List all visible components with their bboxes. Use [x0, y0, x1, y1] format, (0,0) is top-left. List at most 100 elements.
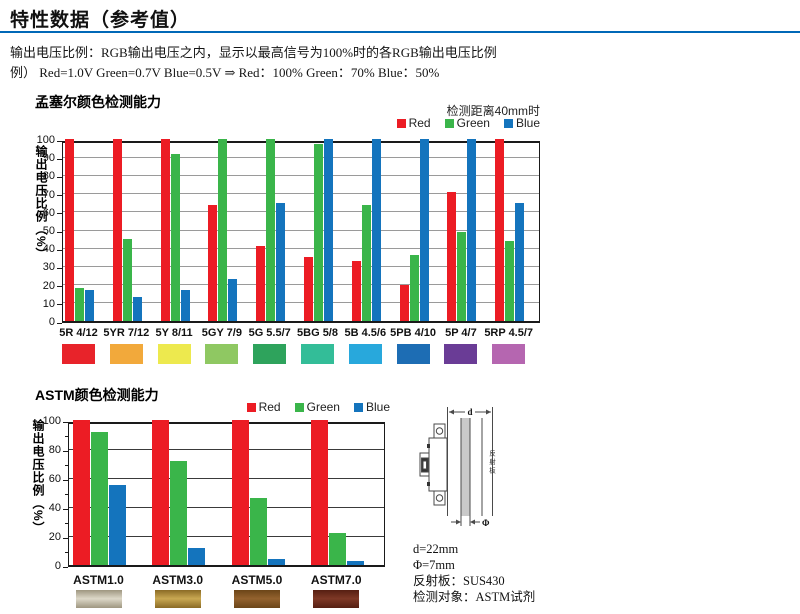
bar-blue-5P-4-7 — [467, 139, 477, 321]
y-tick-label: 60 — [42, 206, 55, 219]
bar-red-5RP-4.5-7 — [495, 139, 505, 321]
legend-item-red: Red — [396, 116, 431, 130]
y-tick-mark — [63, 450, 68, 452]
y-tick-label: 0 — [48, 316, 55, 328]
bar-red-5G-5.5-7 — [256, 246, 266, 321]
bar-green-5Y-8-11 — [170, 153, 180, 321]
note-d: d=22mm — [413, 542, 459, 556]
category-color-swatch — [75, 590, 122, 608]
bar-red-5PB-4-10 — [399, 284, 409, 321]
bar-red-5P-4-7 — [447, 191, 457, 321]
bar-blue-5PB-4-10 — [419, 139, 429, 321]
munsell-distance-note: 检测距离40mm时 — [446, 104, 540, 118]
astm-legend: Red Green Blue — [230, 400, 390, 414]
category-label: 5YR 7/12 — [103, 327, 150, 339]
bar-green-5P-4-7 — [457, 231, 467, 321]
bar-blue-5Y-8-11 — [180, 290, 190, 321]
dimension-phi — [451, 519, 480, 525]
gridline — [63, 265, 539, 267]
bar-green-5YR-7-12 — [122, 239, 132, 321]
category-label: 5P 4/7 — [445, 327, 477, 339]
bar-blue-ASTM3.0 — [188, 547, 206, 565]
y-minor-tick-mark — [65, 523, 68, 524]
category-color-swatch — [62, 344, 95, 364]
sensor-head-icon — [419, 423, 448, 506]
bar-green-5PB-4-10 — [409, 255, 419, 321]
y-tick-label: 80 — [42, 170, 55, 183]
category-label: 5PB 4/10 — [390, 327, 437, 339]
category-color-swatch — [205, 344, 239, 364]
astm-chart-title: ASTM颜色检测能力 — [35, 387, 159, 403]
y-tick-label: 70 — [42, 188, 55, 201]
munsell-legend: Red Green Blue — [380, 116, 540, 130]
category-color-swatch — [313, 590, 360, 608]
category-label: 5B 4.5/6 — [344, 327, 387, 339]
bar-red-5Y-8-11 — [160, 139, 170, 321]
y-minor-tick-mark — [65, 436, 68, 437]
y-tick-mark — [57, 267, 62, 269]
bar-green-ASTM5.0 — [249, 498, 267, 565]
legend-item-blue: Blue — [353, 400, 390, 414]
category-color-swatch — [157, 344, 191, 364]
astm-chart-plot — [68, 420, 385, 567]
gridline — [63, 211, 539, 213]
y-tick-mark — [57, 195, 62, 197]
diagram-notes: d=22mm Φ=7mm 反射板：SUS430 检测对象：ASTM试剂 — [413, 541, 535, 605]
bar-red-ASTM7.0 — [310, 420, 328, 565]
dimension-d — [449, 409, 491, 415]
detection-object-strip — [461, 418, 470, 516]
category-color-swatch — [444, 344, 478, 364]
y-tick-label: 10 — [42, 297, 55, 310]
munsell-chart-plot — [62, 139, 540, 323]
gridline — [63, 229, 539, 231]
gridline — [63, 302, 539, 304]
category-label: ASTM5.0 — [231, 573, 283, 587]
category-color-swatch — [253, 344, 287, 364]
category-label: 5GY 7/9 — [201, 327, 242, 339]
y-tick-mark — [57, 140, 62, 142]
munsell-chart-title: 孟塞尔颜色检测能力 — [35, 94, 161, 110]
y-tick-mark — [57, 158, 62, 160]
gridline — [69, 477, 384, 479]
category-color-swatch — [154, 590, 201, 608]
category-label: 5R 4/12 — [59, 327, 98, 339]
category-label: ASTM7.0 — [310, 573, 362, 587]
dimension-d-label: d — [467, 407, 472, 417]
legend-label: Green — [306, 400, 340, 414]
intro-line-1: 输出电压比例：RGB输出电压之内，显示以最高信号为100%时的各RGB输出电压比… — [10, 45, 497, 60]
category-label: 5Y 8/11 — [155, 327, 193, 339]
y-tick-mark — [57, 322, 62, 324]
category-color-swatch — [492, 344, 526, 364]
red-legend-swatch-icon — [246, 402, 256, 412]
munsell-y-axis-label: 输出电压比例（%） — [34, 145, 48, 261]
bar-green-ASTM7.0 — [328, 533, 346, 565]
y-tick-mark — [63, 421, 68, 423]
y-tick-label: 90 — [42, 152, 55, 165]
legend-item-blue: Blue — [503, 116, 540, 130]
dimension-phi-label: Φ — [482, 518, 490, 528]
bar-blue-5YR-7-12 — [132, 297, 142, 321]
y-tick-mark — [63, 508, 68, 510]
y-tick-label: 40 — [42, 243, 55, 256]
y-minor-tick-mark — [65, 552, 68, 553]
bar-blue-5B-4.5-6 — [371, 139, 381, 321]
astm-y-axis-label: 输出电压比例（%） — [31, 419, 45, 535]
bar-green-5BG-5-8 — [314, 144, 323, 321]
category-color-swatch — [234, 590, 280, 608]
title-rule — [0, 31, 800, 33]
gridline — [69, 535, 384, 537]
legend-item-green: Green — [444, 116, 490, 130]
category-color-swatch — [348, 344, 382, 364]
red-legend-swatch-icon — [396, 118, 406, 128]
measurement-setup-diagram: d Φ 反射板 — [419, 407, 496, 528]
y-tick-mark — [63, 537, 68, 539]
note-target: 检测对象：ASTM试剂 — [413, 590, 536, 604]
y-tick-label: 60 — [48, 473, 61, 485]
legend-label: Red — [408, 116, 431, 130]
legend-label: Red — [258, 400, 281, 414]
legend-label: Blue — [515, 116, 540, 130]
bar-green-5G-5.5-7 — [266, 139, 276, 321]
bar-blue-ASTM5.0 — [267, 559, 285, 565]
blue-legend-swatch-icon — [353, 402, 363, 412]
